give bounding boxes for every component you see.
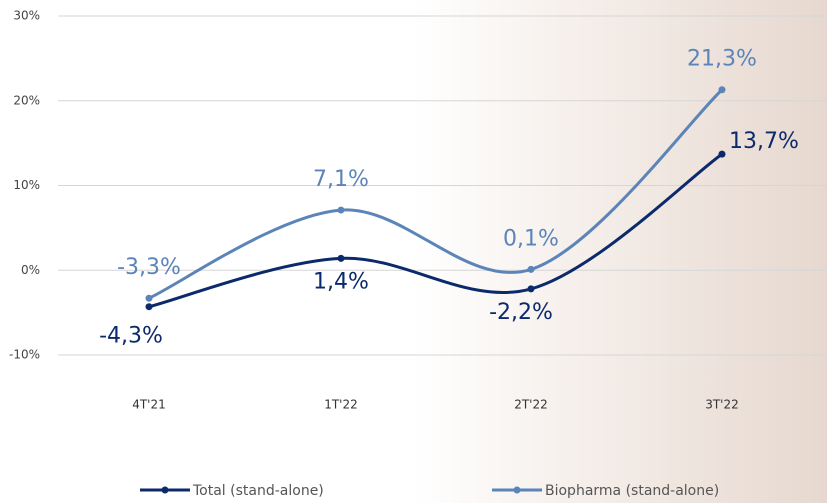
x-tick-label: 3T'22: [705, 398, 739, 412]
point: [337, 206, 345, 214]
data-label: 7,1%: [313, 167, 369, 192]
series-line: [148, 152, 723, 309]
legend-dot: [513, 486, 521, 494]
x-tick-label: 4T'21: [132, 398, 166, 412]
data-label: -2,2%: [489, 300, 553, 325]
data-label: 13,7%: [729, 129, 799, 154]
legend-label: Total (stand-alone): [192, 483, 324, 499]
y-tick-label: 0%: [21, 263, 40, 277]
legend-label: Biopharma (stand-alone): [545, 483, 719, 499]
point: [527, 285, 535, 293]
series-line: [148, 88, 724, 300]
y-tick-label: -10%: [9, 348, 40, 362]
data-label: -4,3%: [99, 324, 163, 349]
point: [145, 303, 153, 311]
point: [718, 150, 726, 158]
point: [718, 86, 726, 94]
y-tick-label: 30%: [13, 9, 40, 23]
data-label: -3,3%: [117, 255, 181, 280]
x-tick-label: 2T'22: [514, 398, 548, 412]
point: [527, 265, 535, 273]
y-tick-label: 20%: [13, 93, 40, 107]
data-label: 1,4%: [313, 269, 369, 294]
legend-dot: [161, 486, 169, 494]
x-tick-label: 1T'22: [324, 398, 358, 412]
point: [145, 294, 153, 302]
data-label: 0,1%: [503, 226, 559, 251]
data-label: 21,3%: [687, 47, 757, 72]
point: [337, 254, 345, 262]
y-tick-label: 10%: [13, 178, 40, 192]
